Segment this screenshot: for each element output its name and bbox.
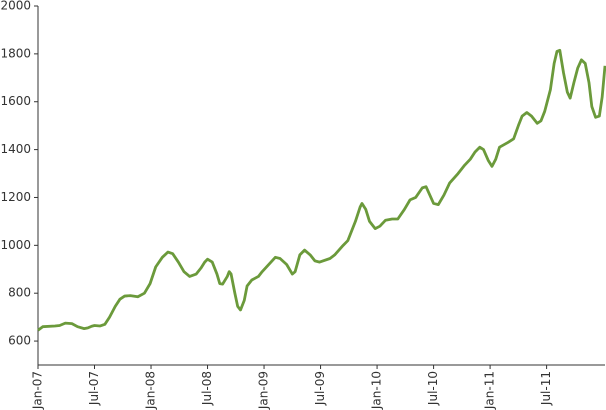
x-tick-label: Jul-09 [313,371,327,406]
x-tick-label: Jul-10 [426,371,440,406]
y-tick-label: 600 [8,334,31,348]
x-tick-label: Jan-08 [144,371,158,410]
data-line [37,48,606,332]
y-tick-label: 1400 [0,142,31,156]
x-tick-label: Jan-10 [370,371,384,410]
x-tick-label: Jan-09 [257,371,271,410]
y-tick-label: 800 [8,286,31,300]
x-tick-label: Jul-08 [200,371,214,406]
x-tick-label: Jul-11 [539,371,553,406]
y-tick-label: 1200 [0,190,31,204]
y-tick-label: 1000 [0,238,31,252]
y-tick-label: 2000 [0,0,31,13]
x-tick-label: Jul-07 [87,371,101,406]
x-tick-label: Jan-07 [31,371,45,410]
y-tick-label: 1600 [0,94,31,108]
y-tick-label: 1800 [0,46,31,60]
x-tick-label: Jan-11 [483,371,497,410]
